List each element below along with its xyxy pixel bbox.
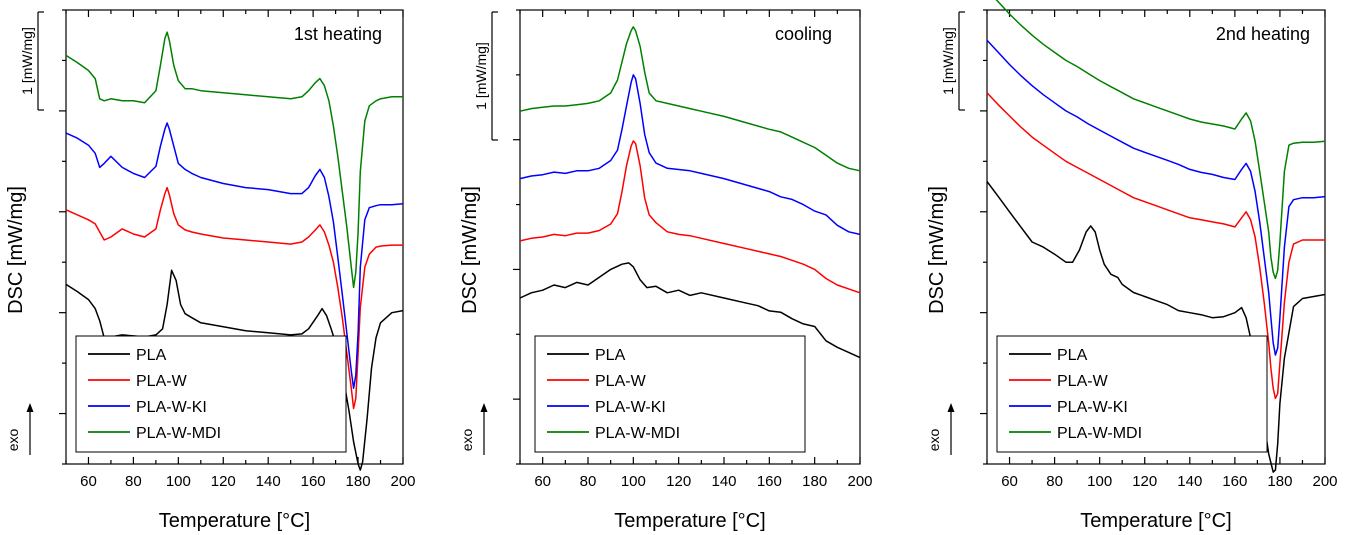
- y-axis-title: DSC [mW/mg]: [5, 186, 27, 314]
- series-line-pla-w-ki: [65, 122, 404, 390]
- x-tick-label: 80: [1046, 473, 1063, 490]
- legend: PLA PLA-W PLA-W-KI PLA-W-MDI: [534, 335, 806, 453]
- x-tick-label: 120: [211, 473, 236, 490]
- scale-bar-label: 1 [mW/mg]: [940, 27, 956, 95]
- exo-label: exo: [926, 429, 942, 452]
- panel-title: cooling: [775, 24, 832, 44]
- x-tick-label: 200: [847, 473, 872, 490]
- x-tick-label: 60: [534, 473, 551, 490]
- legend-entry: PLA-W-MDI: [136, 425, 221, 442]
- panel-title: 1st heating: [294, 24, 382, 44]
- x-axis-title: Temperature [°C]: [1080, 510, 1231, 532]
- series-line-pla: [519, 262, 861, 359]
- panel-3: 60 80 100 120 140 160 180 200 1 [mW/mg] DSC [mW/m…: [926, 0, 1338, 532]
- exo-arrow-icon: [947, 403, 955, 412]
- legend: PLA PLA-W PLA-W-KI PLA-W-MDI: [75, 335, 347, 453]
- x-tick-label: 60: [80, 473, 97, 490]
- legend-entry: PLA-W: [595, 373, 647, 390]
- series-line-pla-w: [519, 140, 861, 294]
- plot-frame: [986, 9, 1326, 465]
- panel-2: 60 80 100 120 140 160 180 200 1 [mW/mg] DSC [mW/m…: [459, 9, 873, 532]
- legend-entry: PLA: [595, 347, 626, 364]
- panel-1: 60 80 100 120 140 160 180 200 1 [mW/mg] DSC [mW/m…: [5, 9, 416, 532]
- legend-entry: PLA-W-MDI: [595, 425, 680, 442]
- series-line-pla-w-mdi: [519, 26, 861, 172]
- exo-label: exo: [5, 429, 21, 452]
- series-line-pla-w-ki: [986, 39, 1326, 356]
- exo-arrow-icon: [480, 403, 488, 412]
- legend-entry: PLA-W-KI: [1057, 399, 1128, 416]
- plot-frame: [519, 9, 861, 465]
- x-tick-label: 100: [1087, 473, 1112, 490]
- panel-title: 2nd heating: [1216, 24, 1310, 44]
- x-tick-label: 200: [390, 473, 415, 490]
- x-axis-title: Temperature [°C]: [614, 510, 765, 532]
- series-line-pla: [986, 181, 1326, 473]
- series-line-pla-w-mdi: [995, 0, 1326, 280]
- x-tick-label: 160: [757, 473, 782, 490]
- x-tick-label: 140: [1177, 473, 1202, 490]
- x-tick-label: 160: [301, 473, 326, 490]
- series-line-pla-w: [986, 92, 1325, 400]
- legend-entry: PLA-W: [1057, 373, 1109, 390]
- legend: PLA PLA-W PLA-W-KI PLA-W-MDI: [996, 335, 1268, 453]
- x-tick-label: 80: [125, 473, 142, 490]
- legend-entry: PLA: [1057, 347, 1088, 364]
- legend-entry: PLA-W-KI: [136, 399, 207, 416]
- series-line-pla-w-ki: [519, 74, 861, 236]
- legend-entry: PLA-W: [136, 373, 188, 390]
- plot-frame: [65, 9, 404, 465]
- x-tick-label: 60: [1001, 473, 1018, 490]
- legend-entry: PLA-W-KI: [595, 399, 666, 416]
- series-line-pla-w: [65, 186, 403, 410]
- exo-arrow-icon: [26, 403, 34, 412]
- exo-label: exo: [459, 429, 475, 452]
- scale-bar-label: 1 [mW/mg]: [473, 42, 489, 110]
- x-tick-label: 180: [346, 473, 371, 490]
- x-tick-label: 200: [1312, 473, 1337, 490]
- x-tick-label: 120: [666, 473, 691, 490]
- x-tick-label: 140: [711, 473, 736, 490]
- y-axis-title: DSC [mW/mg]: [926, 186, 948, 314]
- x-axis-title: Temperature [°C]: [159, 510, 310, 532]
- y-axis-title: DSC [mW/mg]: [459, 186, 481, 314]
- x-tick-label: 100: [166, 473, 191, 490]
- x-tick-label: 180: [1267, 473, 1292, 490]
- x-tick-label: 120: [1132, 473, 1157, 490]
- series-line-pla: [65, 269, 404, 471]
- x-tick-label: 160: [1222, 473, 1247, 490]
- scale-bar-label: 1 [mW/mg]: [19, 27, 35, 95]
- series-line-pla-w-mdi: [65, 31, 403, 289]
- x-tick-label: 100: [621, 473, 646, 490]
- legend-entry: PLA-W-MDI: [1057, 425, 1142, 442]
- legend-entry: PLA: [136, 347, 167, 364]
- x-tick-label: 80: [580, 473, 597, 490]
- x-tick-label: 140: [256, 473, 281, 490]
- x-tick-label: 180: [802, 473, 827, 490]
